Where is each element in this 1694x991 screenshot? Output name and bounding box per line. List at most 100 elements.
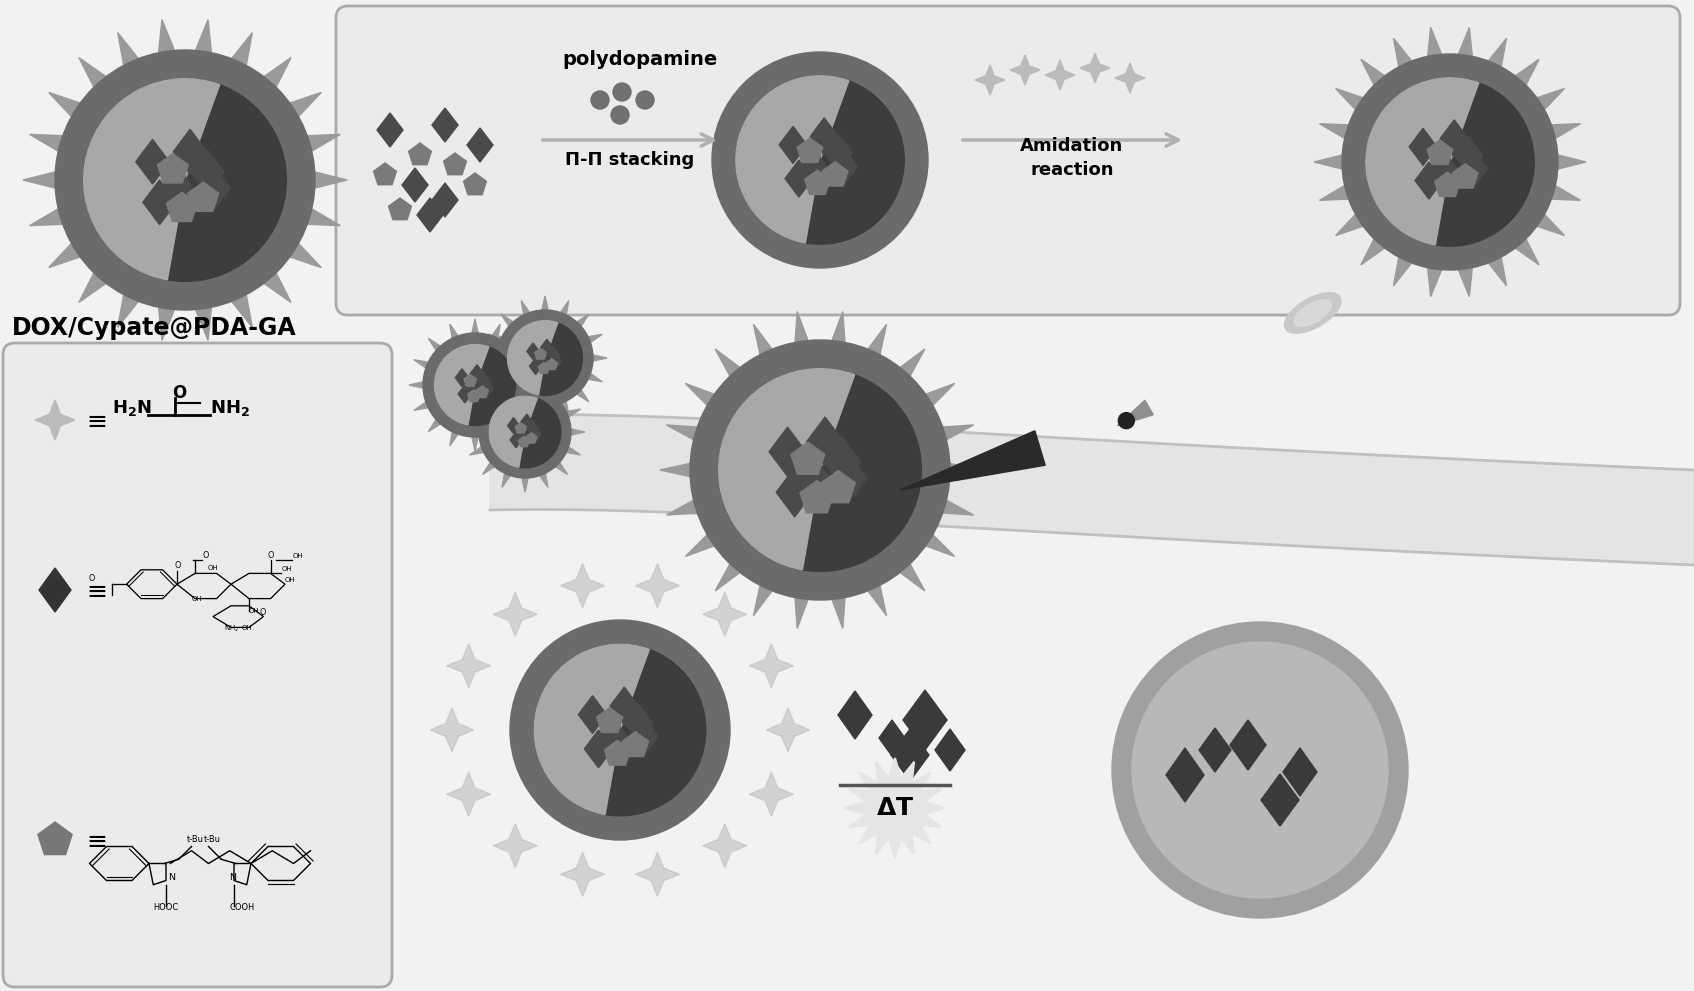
Polygon shape [413, 402, 429, 410]
Polygon shape [1430, 151, 1457, 187]
Wedge shape [534, 644, 649, 815]
Polygon shape [464, 173, 486, 194]
Polygon shape [1282, 748, 1316, 796]
Text: O: O [268, 551, 273, 560]
Polygon shape [1320, 124, 1348, 139]
Polygon shape [161, 165, 193, 210]
Polygon shape [469, 447, 484, 455]
Polygon shape [779, 126, 806, 164]
Circle shape [735, 75, 905, 244]
Polygon shape [527, 382, 540, 388]
Polygon shape [515, 423, 527, 433]
Polygon shape [522, 402, 535, 410]
Polygon shape [142, 180, 176, 225]
Polygon shape [1081, 53, 1110, 83]
Polygon shape [839, 691, 872, 739]
Polygon shape [429, 419, 440, 432]
Polygon shape [1118, 400, 1154, 426]
Polygon shape [825, 135, 852, 171]
Wedge shape [505, 412, 532, 452]
Polygon shape [794, 311, 808, 342]
Wedge shape [129, 124, 203, 235]
Polygon shape [749, 644, 793, 688]
Circle shape [1132, 642, 1387, 898]
Polygon shape [510, 338, 522, 351]
Polygon shape [766, 708, 810, 752]
Polygon shape [900, 431, 1045, 490]
Polygon shape [408, 382, 424, 388]
Wedge shape [735, 75, 849, 243]
Circle shape [718, 369, 922, 572]
Text: OH: OH [291, 553, 303, 559]
Polygon shape [264, 57, 291, 87]
Wedge shape [774, 114, 835, 205]
Polygon shape [1320, 185, 1348, 200]
Polygon shape [1230, 720, 1265, 770]
Polygon shape [1165, 748, 1204, 802]
Wedge shape [525, 337, 552, 379]
Circle shape [490, 396, 561, 468]
Circle shape [534, 644, 706, 816]
Polygon shape [754, 586, 772, 615]
Polygon shape [195, 20, 212, 53]
Text: $\equiv$: $\equiv$ [81, 828, 107, 852]
Polygon shape [547, 347, 559, 364]
Text: $\mathbf{H_2N}$: $\mathbf{H_2N}$ [112, 398, 152, 418]
Polygon shape [264, 273, 291, 302]
Polygon shape [527, 433, 537, 443]
Polygon shape [800, 481, 833, 512]
Polygon shape [798, 138, 823, 163]
Polygon shape [1452, 164, 1477, 188]
Polygon shape [944, 500, 974, 515]
Text: O: O [202, 551, 208, 560]
Polygon shape [136, 140, 169, 184]
Polygon shape [630, 718, 659, 756]
Polygon shape [483, 463, 495, 475]
Polygon shape [540, 377, 547, 390]
Text: $\mathbf{NH_2}$: $\mathbf{NH_2}$ [210, 398, 251, 418]
Text: OH: OH [285, 577, 296, 583]
Polygon shape [610, 687, 639, 724]
Circle shape [1365, 77, 1535, 246]
Polygon shape [473, 437, 478, 451]
Polygon shape [417, 198, 444, 232]
Circle shape [591, 91, 610, 109]
Polygon shape [468, 389, 479, 401]
Polygon shape [469, 409, 484, 417]
Circle shape [1118, 412, 1135, 429]
Polygon shape [539, 363, 549, 374]
Wedge shape [718, 369, 855, 570]
Polygon shape [522, 372, 529, 386]
Polygon shape [1045, 60, 1076, 90]
Polygon shape [117, 295, 139, 327]
Polygon shape [935, 729, 966, 771]
Polygon shape [493, 824, 537, 868]
Polygon shape [464, 375, 476, 386]
Polygon shape [522, 360, 535, 368]
Text: N: N [168, 873, 174, 883]
Polygon shape [432, 108, 457, 142]
Polygon shape [388, 198, 412, 220]
Text: $\rm NH_2$: $\rm NH_2$ [224, 624, 239, 634]
Polygon shape [784, 160, 813, 197]
Polygon shape [378, 113, 403, 147]
Text: $\equiv$: $\equiv$ [81, 408, 107, 432]
Polygon shape [457, 385, 471, 403]
Circle shape [508, 320, 583, 395]
Polygon shape [800, 149, 827, 185]
Polygon shape [510, 419, 522, 432]
Polygon shape [1552, 185, 1581, 200]
Text: $\equiv$: $\equiv$ [81, 578, 107, 602]
Polygon shape [900, 564, 925, 591]
Polygon shape [556, 389, 567, 401]
Circle shape [83, 78, 286, 281]
Polygon shape [449, 432, 457, 446]
Text: O: O [259, 608, 266, 617]
Wedge shape [1404, 116, 1465, 208]
Text: Π-Π stacking: Π-Π stacking [566, 151, 695, 169]
Polygon shape [588, 374, 603, 382]
Polygon shape [944, 425, 974, 440]
Circle shape [510, 620, 730, 840]
Wedge shape [452, 363, 483, 407]
Polygon shape [542, 406, 549, 420]
